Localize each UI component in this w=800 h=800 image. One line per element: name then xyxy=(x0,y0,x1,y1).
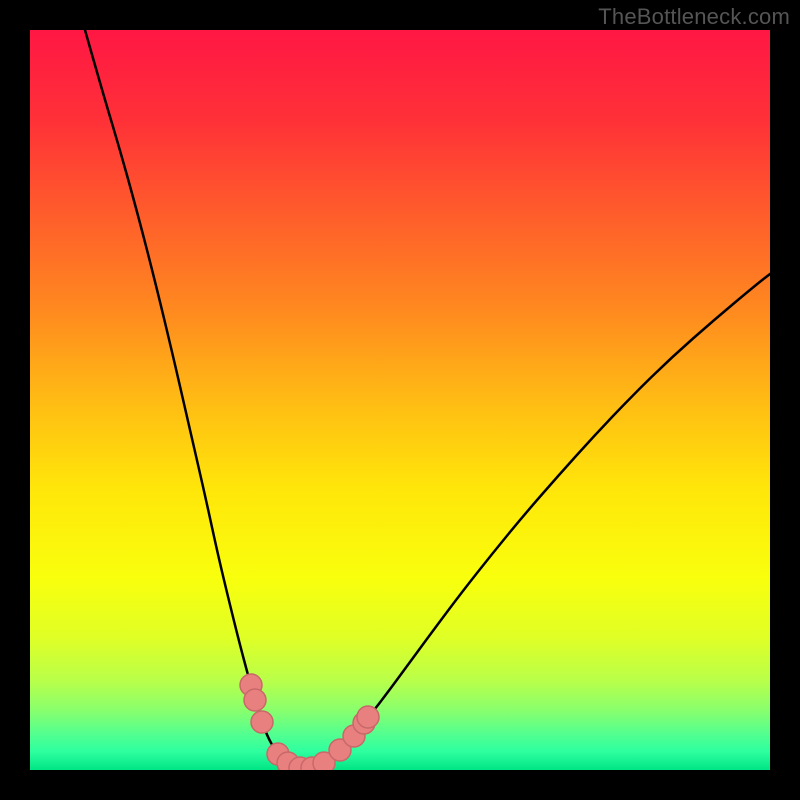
marker-group xyxy=(30,30,770,770)
data-marker xyxy=(251,711,273,733)
data-marker xyxy=(244,689,266,711)
data-marker xyxy=(357,706,379,728)
attribution-text: TheBottleneck.com xyxy=(598,4,790,30)
plot-area xyxy=(30,30,770,770)
